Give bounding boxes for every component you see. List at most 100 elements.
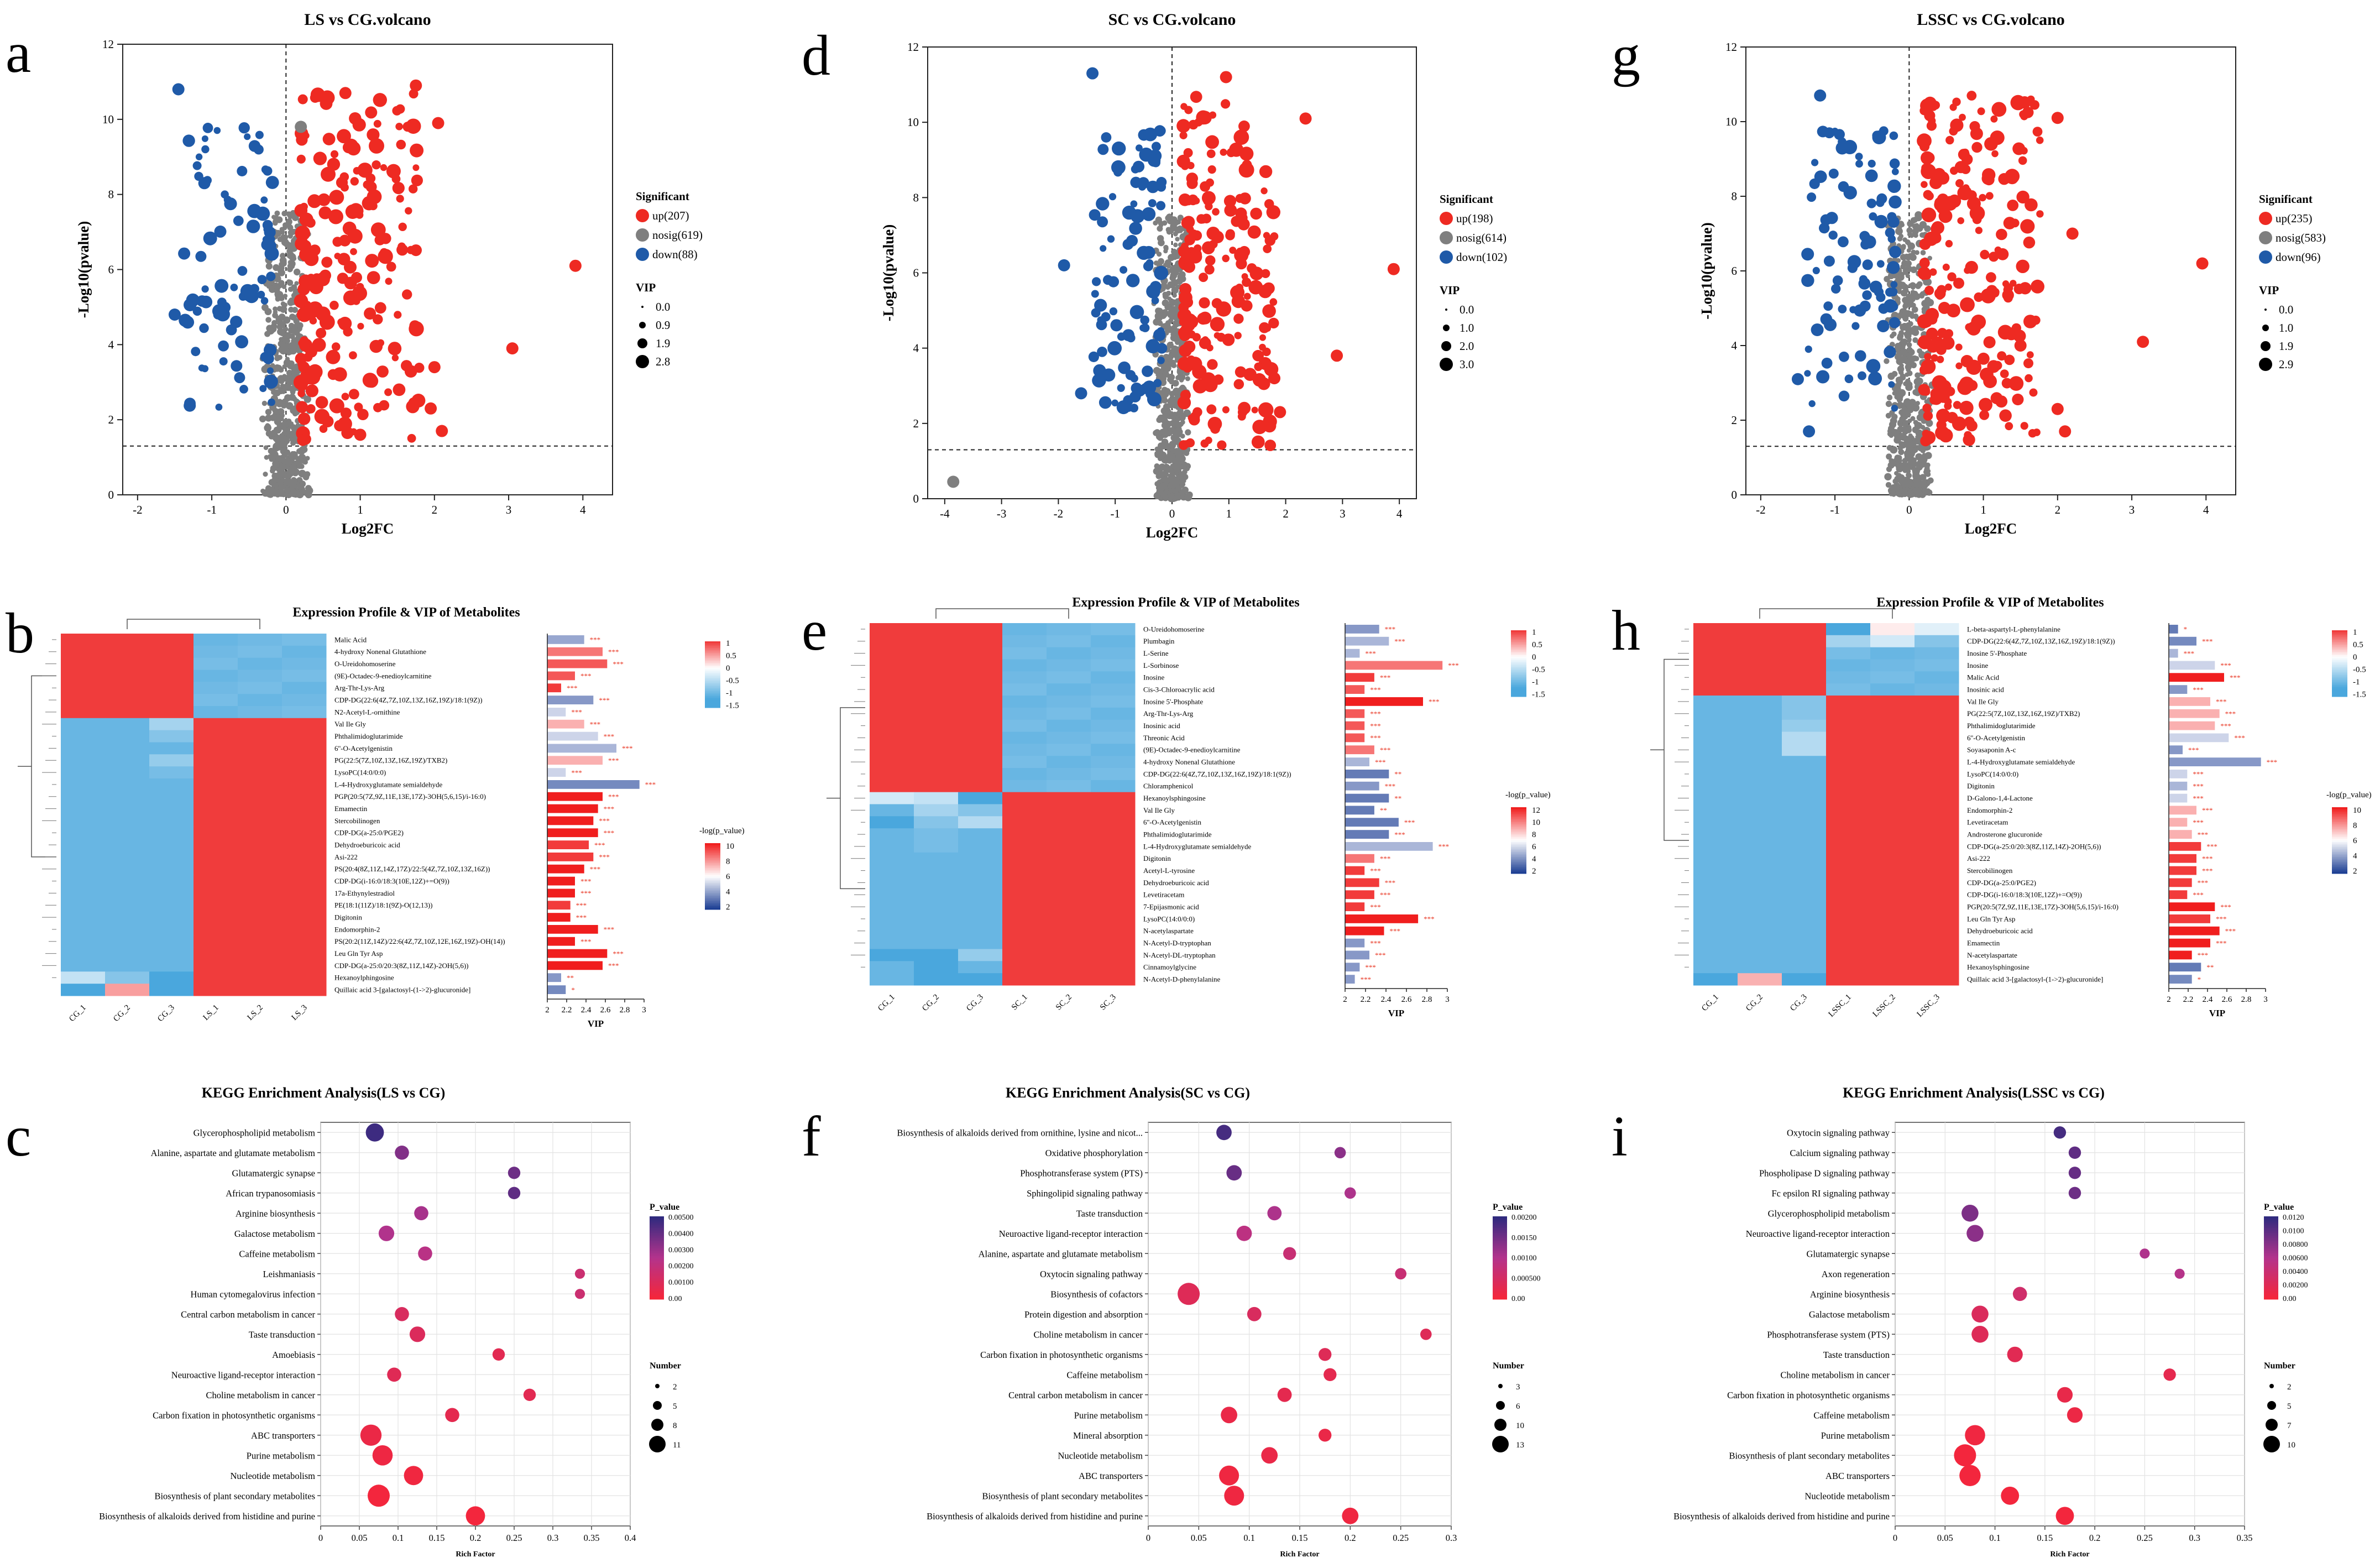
point-nosig — [273, 287, 280, 294]
x-tick-label: 0.2 — [1345, 1533, 1356, 1543]
point-up — [322, 415, 334, 427]
scale-step — [1511, 668, 1526, 671]
point-nosig — [1163, 472, 1169, 477]
point-down — [238, 122, 250, 134]
row-label: 6''-O-Acetylgenistin — [1143, 818, 1202, 827]
scale-step — [2332, 677, 2347, 679]
vip-bar — [547, 901, 571, 910]
point-nosig — [1174, 354, 1179, 359]
vip-bar — [2169, 770, 2188, 778]
point-nosig — [1909, 440, 1917, 448]
heat-cell — [870, 876, 914, 889]
heat-cell — [1870, 961, 1915, 974]
point-nosig — [268, 479, 275, 486]
point-nosig — [1905, 273, 1910, 279]
heat-cell — [958, 744, 1003, 756]
vip-legend-label: 1.0 — [2279, 321, 2293, 334]
heat-cell — [914, 707, 959, 720]
point-nosig — [1906, 468, 1911, 474]
point-up — [328, 209, 343, 224]
point-down — [1791, 373, 1804, 385]
point-down — [1862, 290, 1872, 300]
point-nosig — [1170, 476, 1178, 484]
point-up — [1204, 264, 1215, 275]
point-down — [260, 297, 269, 305]
p-scale-step — [2264, 1245, 2278, 1247]
point-nosig — [1154, 463, 1160, 469]
vip-legend-dot — [641, 306, 644, 308]
point-up — [312, 338, 326, 352]
scale-tick-label: 0.5 — [726, 652, 736, 661]
point-up — [1188, 119, 1199, 130]
point-down — [1109, 307, 1118, 316]
heat-cell — [1915, 816, 1959, 829]
point-down — [1146, 284, 1160, 299]
heat-cell — [1738, 949, 1782, 961]
heat-cell — [958, 623, 1003, 636]
heatmap-h: Expression Profile & VIP of MetabolitesL… — [1650, 595, 2372, 1019]
vip-tick-label: 2.8 — [1422, 995, 1432, 1004]
point-down — [1126, 333, 1136, 343]
p-legend-title: P_value — [650, 1203, 679, 1212]
enrichment-point — [1324, 1368, 1337, 1381]
scale-step — [2332, 693, 2347, 696]
vip-tick-label: 2.6 — [2222, 995, 2232, 1004]
heat-cell — [61, 935, 106, 948]
scale-step — [1511, 642, 1526, 644]
heat-cell — [1693, 696, 1738, 708]
point-down — [213, 127, 221, 134]
heat-cell — [1693, 864, 1738, 877]
point-up — [313, 91, 325, 102]
heat-cell — [1915, 683, 1959, 696]
point-nosig — [1175, 237, 1180, 242]
p-scale-step — [2264, 1216, 2278, 1219]
heat-cell — [105, 694, 150, 707]
point-nosig — [284, 316, 290, 323]
scale-tick-label: -1.5 — [1532, 691, 1545, 699]
scale-step — [2332, 688, 2347, 691]
heat-cell — [105, 802, 150, 815]
point-down — [1890, 281, 1898, 289]
heat-cell — [1047, 913, 1091, 926]
p-scale-step — [1511, 830, 1526, 833]
point-nosig — [1157, 252, 1162, 257]
heat-cell — [1693, 876, 1738, 889]
heatmap-title: Expression Profile & VIP of Metabolites — [1876, 595, 2104, 610]
heat-cell — [282, 730, 327, 743]
p-scale-step — [705, 873, 720, 875]
p-scale-step — [705, 855, 720, 857]
enrichment-point — [2012, 1287, 2027, 1301]
point-up — [1922, 387, 1931, 396]
heat-cell — [282, 911, 327, 924]
significance-stars: ** — [2206, 963, 2214, 971]
point-down — [201, 285, 209, 293]
heat-cell — [149, 851, 194, 864]
point-down — [1887, 261, 1900, 274]
point-down — [1876, 260, 1885, 268]
row-label: Inosinic acid — [1967, 685, 2004, 693]
row-label: Plumbagin — [1143, 637, 1175, 645]
point-up — [1205, 255, 1216, 266]
point-up — [365, 106, 378, 119]
heat-cell — [1915, 731, 1959, 744]
p-scale-step — [1511, 850, 1526, 853]
point-up — [1206, 227, 1220, 241]
heat-cell — [238, 814, 283, 827]
heat-cell — [1693, 659, 1738, 672]
heat-cell — [105, 862, 150, 876]
significance-stars: ** — [1394, 794, 1401, 802]
column-label: CG_1 — [1700, 993, 1720, 1013]
point-nosig — [264, 424, 272, 432]
heatmap-b: Expression Profile & VIP of MetabolitesM… — [18, 605, 745, 1029]
point-nosig — [1889, 433, 1894, 438]
point-up — [1199, 273, 1209, 283]
heat-cell — [1091, 949, 1136, 961]
point-down — [1141, 323, 1150, 332]
point-up — [367, 128, 380, 142]
significance-stars: *** — [2202, 855, 2213, 863]
point-nosig — [272, 219, 278, 224]
significance-stars: *** — [1370, 866, 1381, 875]
enrichment-point — [2068, 1186, 2081, 1199]
point-nosig — [285, 243, 291, 248]
point-down — [1847, 263, 1858, 273]
